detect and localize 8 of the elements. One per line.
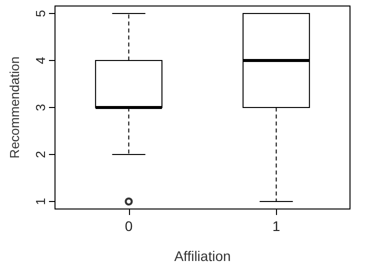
y-tick-label: 4 <box>33 56 48 64</box>
x-tick-label: 0 <box>124 218 133 234</box>
y-tick-label: 2 <box>33 150 48 158</box>
y-axis-title: Recommendation <box>7 56 22 158</box>
y-tick-label: 3 <box>33 104 48 112</box>
y-tick-label: 5 <box>33 10 48 18</box>
x-axis-title: Affiliation <box>174 248 231 264</box>
y-tick-label: 1 <box>33 198 48 206</box>
